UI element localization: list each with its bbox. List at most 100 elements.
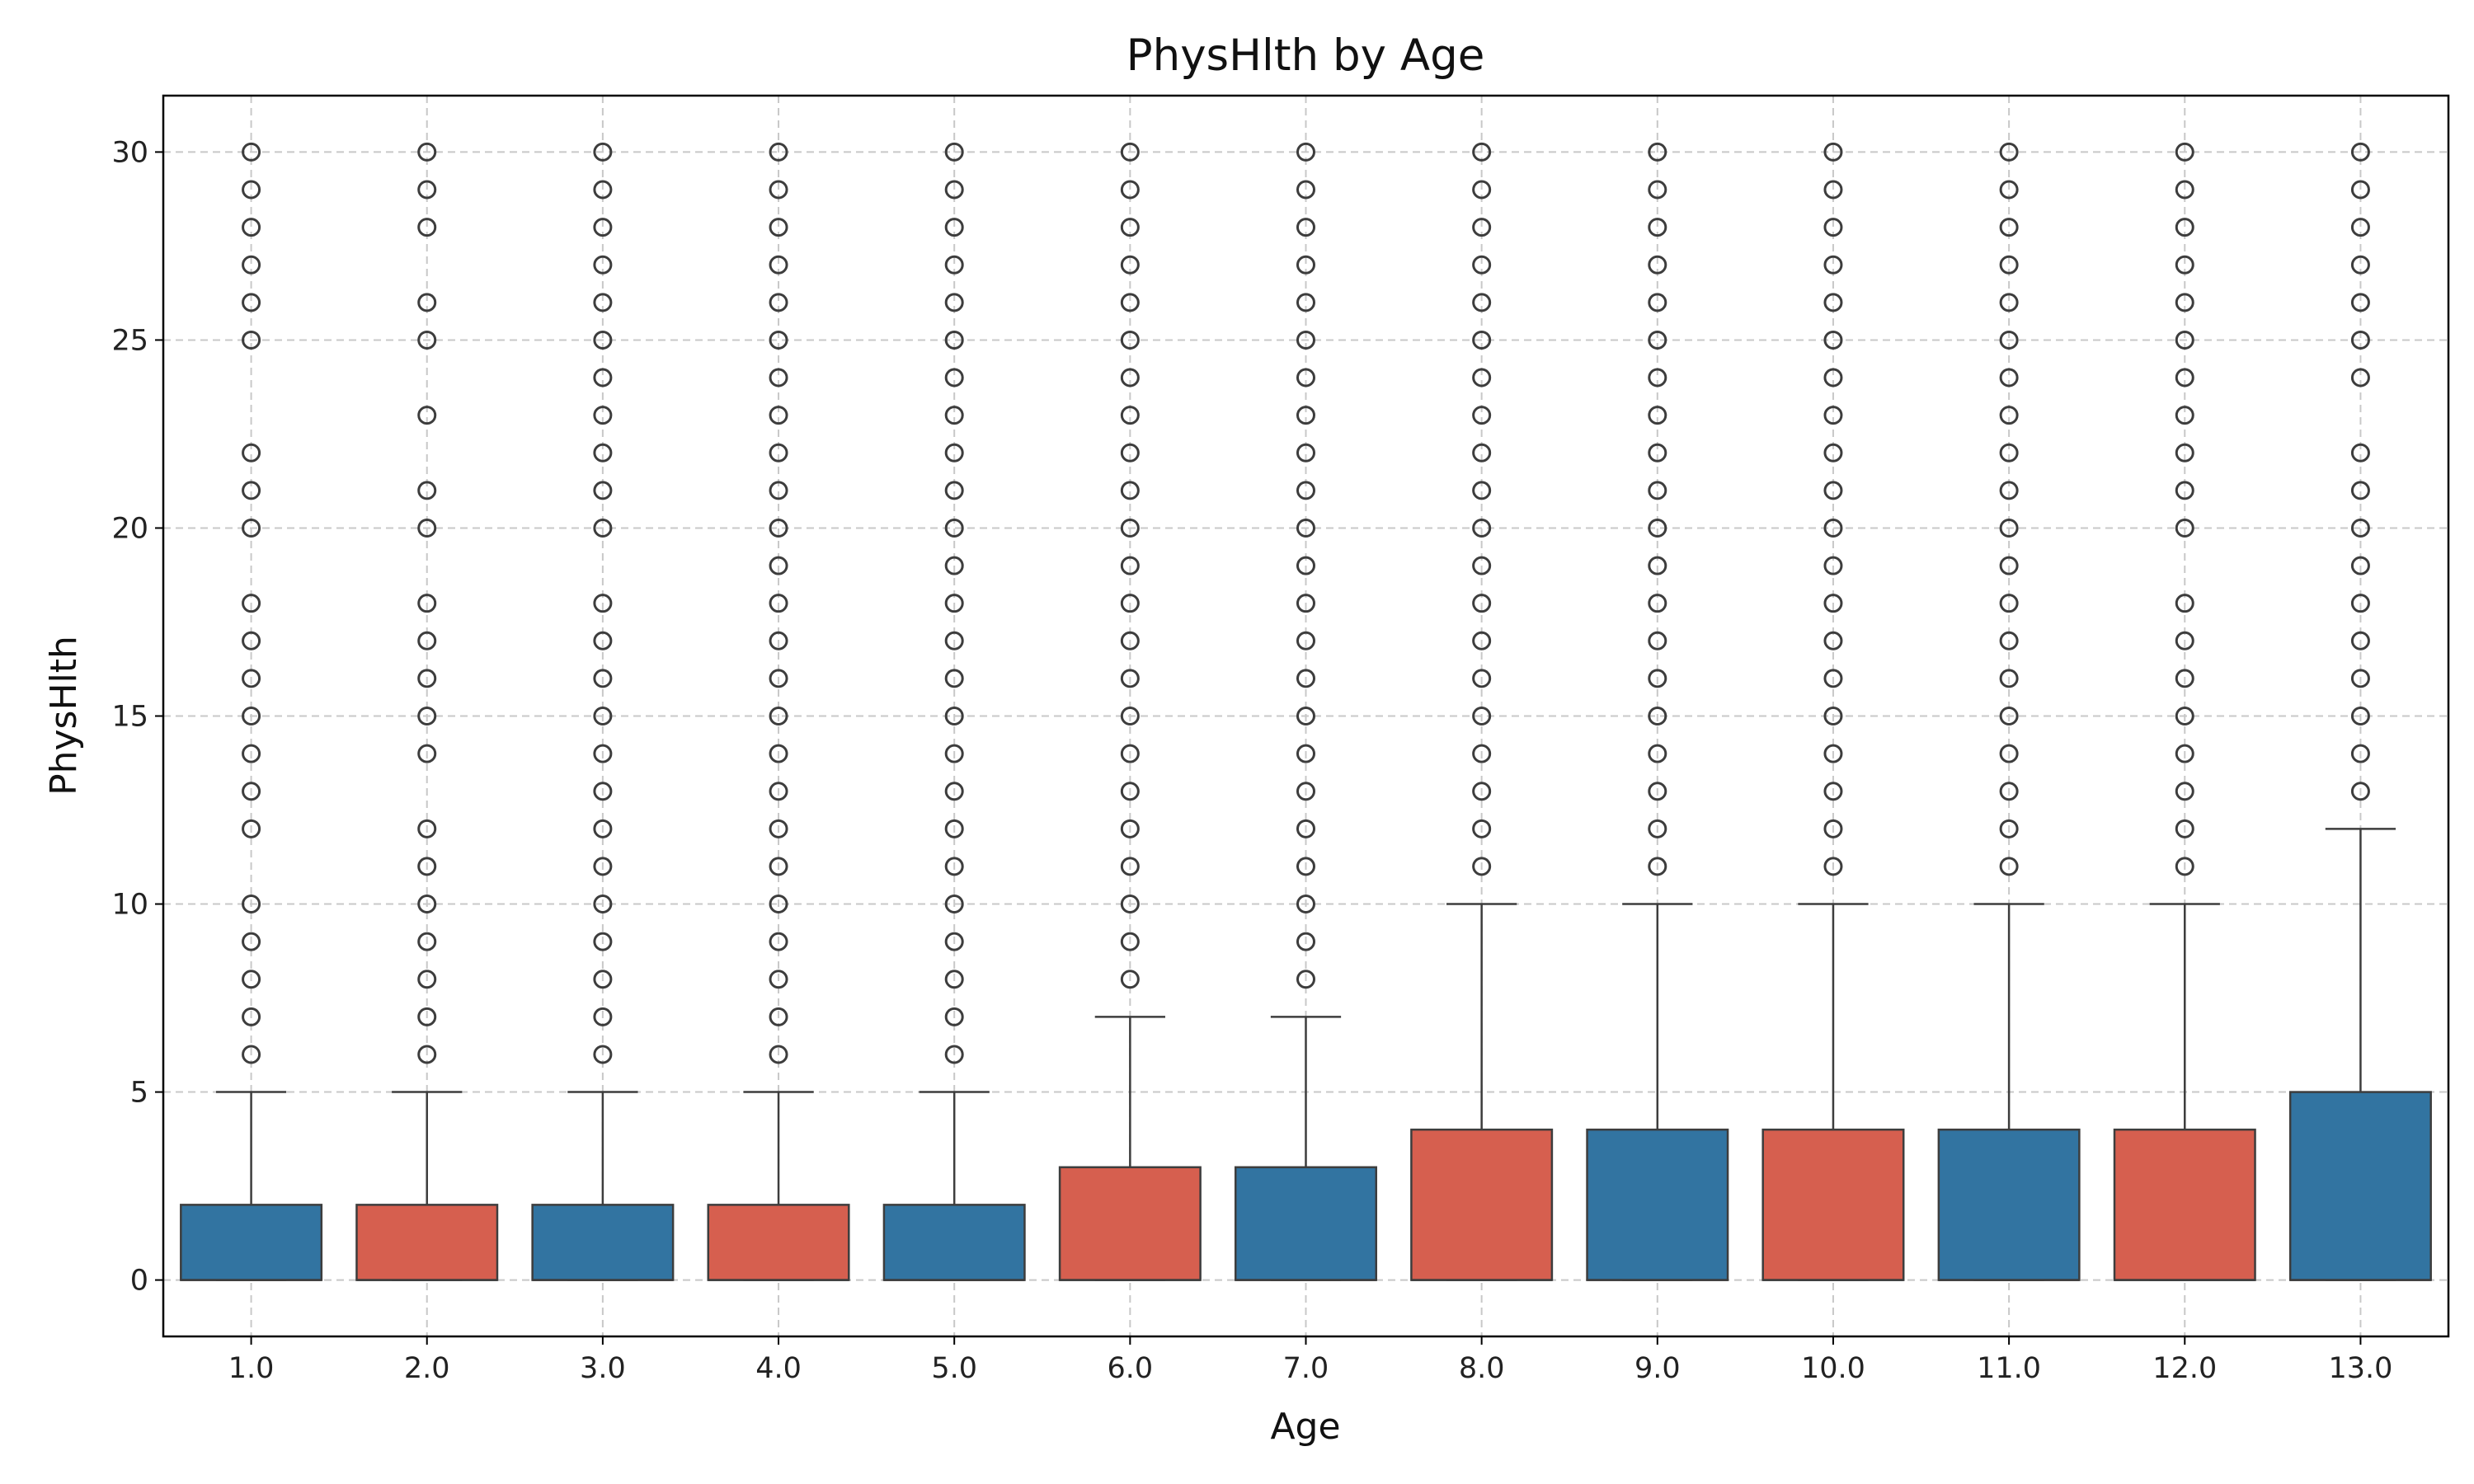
- outlier-point: [944, 293, 964, 312]
- box-group-1.0: [180, 142, 323, 1281]
- outlier-point: [769, 932, 788, 951]
- outlier-point: [417, 744, 437, 763]
- outlier-point: [1472, 857, 1492, 876]
- outlier-point: [944, 707, 964, 726]
- outlier-point: [1823, 819, 1843, 838]
- outlier-point: [769, 707, 788, 726]
- outlier-point: [2175, 142, 2194, 162]
- x-tick-label: 2.0: [404, 1352, 450, 1385]
- outlier-point: [1999, 669, 2019, 688]
- outlier-point: [2350, 218, 2370, 237]
- outlier-point: [593, 330, 613, 350]
- outlier-point: [593, 406, 613, 425]
- outlier-point: [1999, 443, 2019, 463]
- outlier-point: [242, 180, 261, 200]
- outlier-point: [944, 1045, 964, 1064]
- box-iqr: [707, 1204, 850, 1281]
- outlier-point: [593, 1007, 613, 1026]
- outlier-point: [1120, 255, 1140, 275]
- outlier-point: [944, 255, 964, 275]
- outlier-point: [1472, 142, 1492, 162]
- outlier-point: [1823, 782, 1843, 801]
- outlier-point: [417, 970, 437, 989]
- outlier-point: [242, 744, 261, 763]
- outlier-point: [944, 518, 964, 538]
- outlier-point: [1296, 707, 1315, 726]
- outlier-point: [1296, 518, 1315, 538]
- outlier-point: [1120, 406, 1140, 425]
- outlier-point: [769, 669, 788, 688]
- outlier-point: [593, 518, 613, 538]
- outlier-point: [417, 518, 437, 538]
- outlier-point: [2350, 556, 2370, 575]
- outlier-point: [1472, 330, 1492, 350]
- outlier-point: [944, 744, 964, 763]
- y-tick-label: 10: [111, 889, 148, 922]
- outlier-point: [769, 481, 788, 500]
- outlier-point: [1999, 819, 2019, 838]
- outlier-point: [242, 819, 261, 838]
- outlier-point: [593, 932, 613, 951]
- outlier-point: [593, 180, 613, 200]
- outlier-point: [1999, 857, 2019, 876]
- outlier-point: [2175, 218, 2194, 237]
- outlier-point: [242, 594, 261, 613]
- outlier-point: [417, 594, 437, 613]
- outlier-point: [1648, 293, 1667, 312]
- outlier-point: [2350, 180, 2370, 200]
- outlier-point: [1120, 330, 1140, 350]
- box-iqr: [1410, 1128, 1554, 1281]
- outlier-point: [242, 481, 261, 500]
- outlier-point: [1999, 293, 2019, 312]
- outlier-point: [1648, 218, 1667, 237]
- box-group-6.0: [1058, 142, 1202, 1281]
- outlier-point: [2350, 443, 2370, 463]
- outlier-point: [417, 180, 437, 200]
- outlier-point: [1648, 669, 1667, 688]
- outlier-point: [242, 1045, 261, 1064]
- outlier-point: [1120, 594, 1140, 613]
- outlier-point: [593, 293, 613, 312]
- outlier-point: [1823, 631, 1843, 650]
- outlier-point: [2175, 443, 2194, 463]
- outlier-point: [242, 255, 261, 275]
- outlier-point: [1648, 481, 1667, 500]
- outlier-point: [1472, 669, 1492, 688]
- outlier-point: [2350, 782, 2370, 801]
- outlier-point: [1120, 518, 1140, 538]
- outlier-point: [1648, 782, 1667, 801]
- outlier-point: [1648, 443, 1667, 463]
- outlier-point: [769, 970, 788, 989]
- outlier-point: [417, 669, 437, 688]
- outlier-point: [944, 556, 964, 575]
- box-iqr: [1234, 1166, 1378, 1281]
- outlier-point: [1296, 970, 1315, 989]
- outlier-point: [769, 895, 788, 914]
- outlier-point: [417, 481, 437, 500]
- outlier-point: [242, 895, 261, 914]
- outlier-point: [1120, 293, 1140, 312]
- x-tick-label: 5.0: [931, 1352, 977, 1385]
- outlier-point: [417, 142, 437, 162]
- outlier-point: [769, 180, 788, 200]
- outlier-point: [2175, 406, 2194, 425]
- outlier-point: [1472, 406, 1492, 425]
- outlier-point: [1648, 744, 1667, 763]
- outlier-point: [944, 142, 964, 162]
- outlier-point: [944, 180, 964, 200]
- outlier-point: [1296, 330, 1315, 350]
- outlier-point: [1296, 594, 1315, 613]
- outlier-point: [1999, 707, 2019, 726]
- outlier-point: [1296, 255, 1315, 275]
- outlier-point: [593, 142, 613, 162]
- box-iqr: [1761, 1128, 1905, 1281]
- outlier-point: [944, 594, 964, 613]
- outlier-point: [2175, 631, 2194, 650]
- outlier-point: [944, 218, 964, 237]
- outlier-point: [1472, 819, 1492, 838]
- outlier-point: [1823, 556, 1843, 575]
- outlier-point: [1823, 594, 1843, 613]
- outlier-point: [1999, 142, 2019, 162]
- outlier-point: [1120, 782, 1140, 801]
